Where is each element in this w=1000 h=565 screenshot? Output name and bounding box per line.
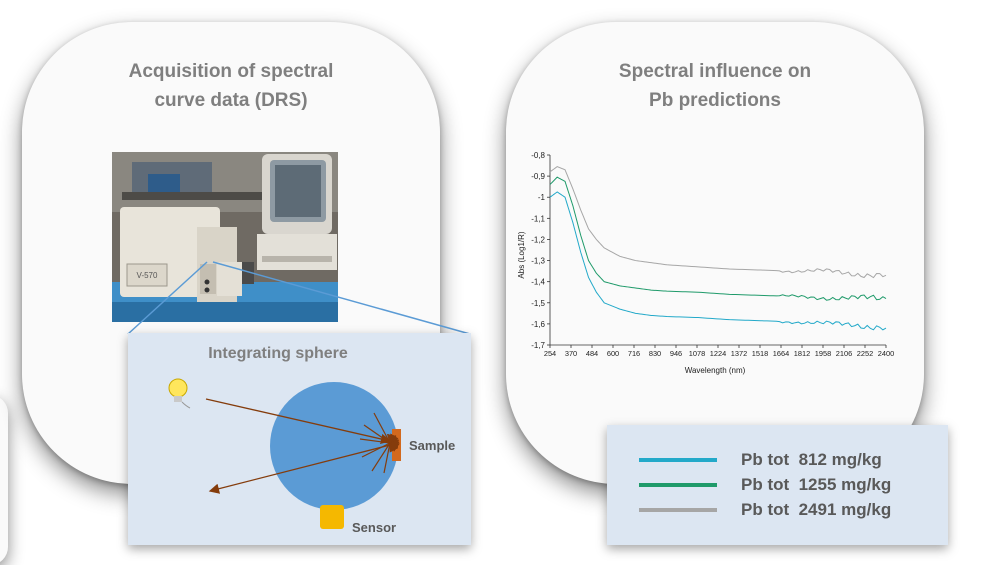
legend-label-1255: Pb tot 1255 mg/kg	[741, 475, 892, 494]
light-bulb-icon	[168, 378, 191, 409]
spectral-title-line2: Pb predictions	[649, 90, 781, 111]
y-tick-label: -1,3	[531, 257, 545, 266]
y-tick-label: -1,7	[531, 341, 545, 350]
x-tick-label: 1664	[773, 349, 789, 358]
y-tick-label: -1	[538, 193, 546, 202]
x-tick-label: 1812	[794, 349, 810, 358]
legend-swatch-2491	[639, 508, 717, 512]
sample-block	[392, 429, 401, 461]
sensor-block	[320, 505, 344, 529]
y-tick-label: -1,4	[531, 278, 545, 287]
y-tick-label: -0,8	[531, 151, 545, 160]
sphere-diagram	[168, 378, 401, 529]
x-tick-label: 600	[607, 349, 619, 358]
y-tick-label: -1,2	[531, 235, 545, 244]
x-tick-label: 716	[628, 349, 640, 358]
legend-panel: Pb tot 812 mg/kg Pb tot 1255 mg/kg Pb to…	[607, 425, 948, 545]
x-tick-label: 484	[586, 349, 598, 358]
y-tick-label: -1,1	[531, 214, 545, 223]
spectrophotometer-photo: V-570	[112, 152, 338, 322]
y-tick-label: -1,5	[531, 299, 545, 308]
legend-swatch-812	[639, 458, 717, 462]
spectral-line-chart: -0,8 -0,9 -1 -1,1 -1,2 -1,3 -1,4 -1,5 -1,6 -1,725…	[517, 151, 894, 375]
x-tick-label: 1372	[731, 349, 747, 358]
y-tick-label: -1,6	[531, 320, 545, 329]
x-tick-label: 370	[565, 349, 577, 358]
sensor-label: Sensor	[352, 520, 397, 535]
acquisition-title: Acquisition of spectral curve data (DRS)	[22, 57, 440, 115]
legend-item: Pb tot 812 mg/kg	[639, 449, 882, 471]
x-tick-label: 1518	[752, 349, 768, 358]
acquisition-title-line2: curve data (DRS)	[154, 90, 308, 111]
x-tick-label: 2400	[878, 349, 894, 358]
legend-label-2491: Pb tot 2491 mg/kg	[741, 500, 892, 519]
legend-item: Pb tot 2491 mg/kg	[639, 499, 891, 521]
legend-item: Pb tot 1255 mg/kg	[639, 474, 891, 496]
x-tick-label: 2106	[836, 349, 852, 358]
device-model-label: V-570	[137, 271, 158, 280]
spectral-title-line1: Spectral influence on	[618, 61, 812, 82]
x-tick-label: 830	[649, 349, 661, 358]
x-axis-label: Wavelength (nm)	[685, 366, 746, 375]
series-line-2	[549, 191, 887, 331]
sphere-shape	[270, 382, 398, 510]
spectral-influence-card: Spectral influence on Pb predictions	[506, 22, 924, 484]
x-tick-label: 1958	[815, 349, 831, 358]
integrating-sphere-panel: Integrating sphere Sample Sensor	[128, 333, 471, 545]
x-tick-label: 254	[544, 349, 556, 358]
spectral-influence-title: Spectral influence on Pb predictions	[506, 57, 924, 115]
x-tick-label: 1224	[710, 349, 726, 358]
legend-swatch-1255	[639, 483, 717, 487]
y-axis-label: Abs (Log1/R)	[517, 231, 526, 278]
series-line-0	[549, 166, 887, 279]
acquisition-title-line1: Acquisition of spectral	[128, 61, 334, 82]
x-tick-label: 2252	[857, 349, 873, 358]
series-line-1	[549, 176, 887, 301]
legend-label-812: Pb tot 812 mg/kg	[741, 450, 882, 469]
partial-card-left-edge	[0, 395, 8, 565]
sample-label: Sample	[409, 438, 456, 453]
x-tick-label: 1078	[689, 349, 705, 358]
x-tick-label: 946	[670, 349, 682, 358]
y-tick-label: -0,9	[531, 172, 545, 181]
sphere-panel-title: Integrating sphere	[208, 345, 348, 362]
